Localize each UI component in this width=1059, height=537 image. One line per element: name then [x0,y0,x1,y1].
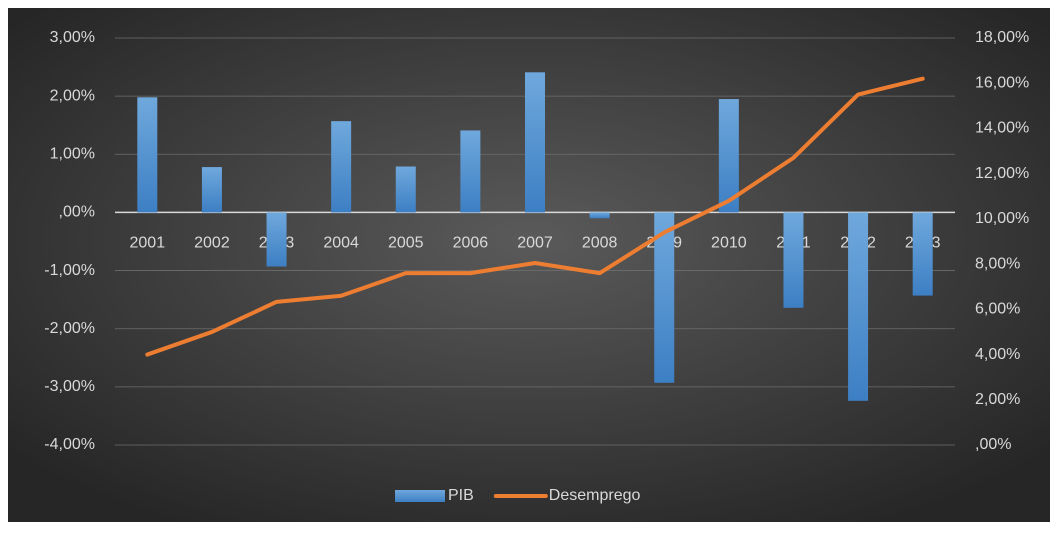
y-tick-label: -3,00% [44,378,95,395]
y2-tick-label: 18,00% [975,29,1029,46]
bar [848,212,869,401]
bar [395,166,416,213]
bar [589,212,610,219]
bar [460,130,481,213]
x-tick-label: 2008 [582,235,618,252]
bar [912,212,933,296]
bar [718,99,739,213]
x-tick-label: 2006 [453,235,489,252]
y2-tick-label: 12,00% [975,165,1029,182]
bar [525,72,545,213]
y2-tick-label: 8,00% [975,255,1020,272]
y-tick-label: -2,00% [44,320,95,337]
y-tick-label: 3,00% [50,29,95,46]
legend-label: PIB [448,487,474,504]
bar [331,121,352,213]
y2-tick-label: 14,00% [975,120,1029,137]
bar [654,212,675,383]
bar [137,97,158,213]
y2-tick-label: 10,00% [975,210,1029,227]
y-tick-label: -4,00% [44,436,95,453]
y-tick-label: 2,00% [50,87,95,104]
y2-tick-label: ,00% [975,436,1011,453]
x-tick-label: 2004 [323,235,359,252]
y-tick-label: -1,00% [44,262,95,279]
line [145,76,925,357]
y-tick-label: 1,00% [50,146,95,163]
legend-swatch [395,490,445,502]
bar [201,167,222,213]
y2-tick-label: 16,00% [975,74,1029,91]
x-tick-label: 2001 [130,235,166,252]
x-tick-label: 2010 [711,235,747,252]
y2-tick-label: 6,00% [975,301,1020,318]
x-tick-label: 2007 [517,235,553,252]
y2-tick-label: 4,00% [975,346,1020,363]
legend-label: Desemprego [549,487,641,504]
bar [266,212,287,267]
x-tick-label: 2005 [388,235,424,252]
x-tick-label: 2002 [194,235,230,252]
y2-tick-label: 2,00% [975,391,1020,408]
y-tick-label: ,00% [59,204,95,221]
bar [783,212,804,308]
